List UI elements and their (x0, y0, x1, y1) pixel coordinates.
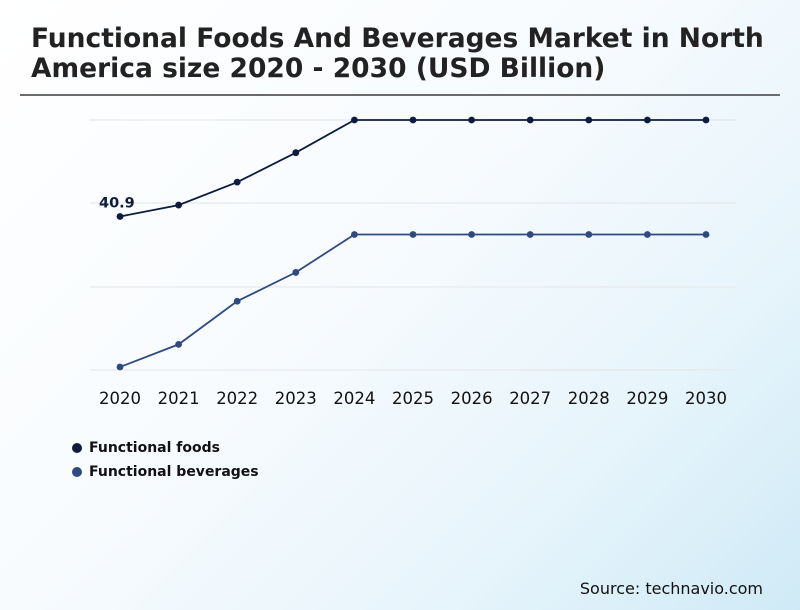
data-point-2030 (702, 116, 710, 124)
series-functional-beverages (116, 231, 710, 371)
legend-marker-icon (72, 443, 82, 453)
data-point-2022 (233, 178, 241, 186)
x-tick-label: 2025 (392, 389, 434, 408)
x-tick-label: 2024 (333, 389, 375, 408)
legend: Functional foods Functional beverages (72, 436, 259, 484)
legend-label: Functional foods (89, 440, 220, 456)
legend-item: Functional foods (72, 436, 259, 460)
x-tick-label: 2020 (99, 389, 141, 408)
data-point-2030 (702, 231, 710, 238)
data-point-2028 (585, 116, 593, 124)
data-point-2026 (468, 231, 475, 238)
data-label: 40.9 (99, 196, 135, 212)
data-point-2026 (468, 116, 475, 124)
data-point-2020 (116, 213, 124, 220)
series-layer (116, 116, 710, 371)
series-line (119, 233, 706, 368)
data-point-2029 (644, 116, 651, 124)
data-point-2027 (526, 116, 534, 124)
x-tick-label: 2022 (216, 389, 258, 408)
x-tick-label: 2021 (158, 389, 200, 408)
gridlines (90, 119, 736, 371)
x-tick-label: 2026 (451, 389, 493, 408)
x-tick-label: 2027 (509, 389, 551, 408)
data-point-2027 (526, 231, 534, 238)
series-line (119, 119, 706, 218)
x-tick-label: 2029 (626, 389, 668, 408)
data-point-2023 (292, 149, 300, 157)
legend-item: Functional beverages (72, 460, 259, 484)
chart-title: Functional Foods And Beverages Market in… (31, 23, 764, 84)
x-tick-label: 2030 (685, 389, 727, 408)
data-point-2025 (409, 231, 417, 238)
legend-marker-icon (72, 467, 82, 477)
x-tick-label: 2028 (568, 389, 610, 408)
data-point-2023 (292, 269, 300, 276)
source-credit: Source: technavio.com (579, 579, 763, 598)
x-axis-ticks: 2020 2021 2022 2023 2024 2025 2026 2027 2028 2029… (99, 389, 727, 408)
legend-label: Functional beverages (89, 464, 259, 480)
data-point-2020 (116, 363, 124, 371)
data-point-2029 (644, 231, 651, 238)
data-point-2024 (351, 116, 358, 124)
x-tick-label: 2023 (275, 389, 317, 408)
data-point-2024 (351, 231, 358, 238)
data-point-2025 (409, 116, 417, 124)
data-point-2028 (585, 231, 593, 238)
data-point-2021 (175, 341, 183, 348)
data-point-2021 (175, 201, 183, 209)
data-point-2022 (233, 297, 241, 305)
series-functional-foods (116, 116, 710, 220)
title-divider (20, 94, 780, 96)
annotations: 40.9 (99, 196, 135, 212)
